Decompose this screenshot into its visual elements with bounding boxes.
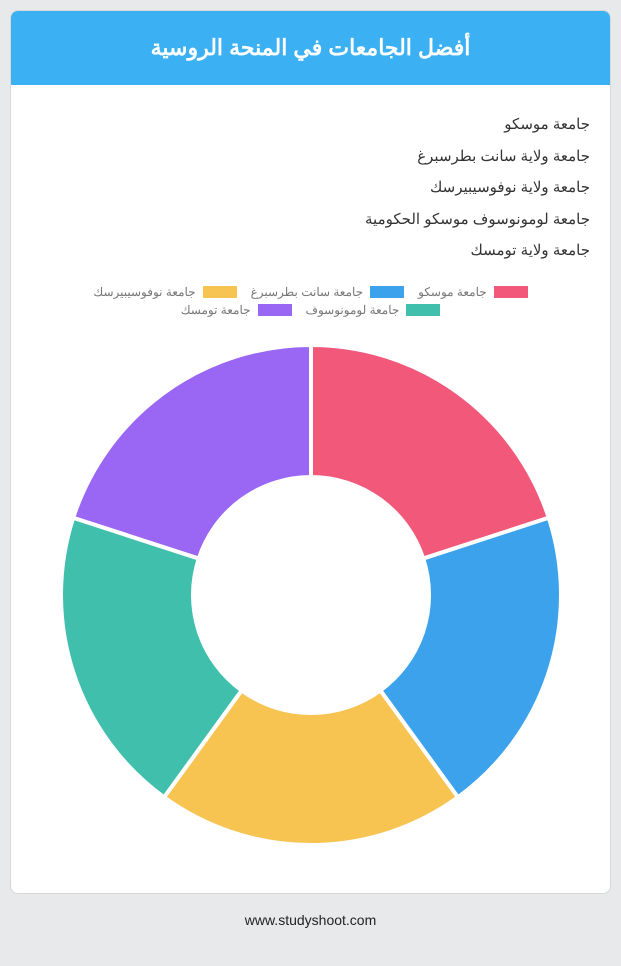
legend-entry[interactable]: جامعة لومونوسوف xyxy=(306,303,441,317)
donut-slice[interactable] xyxy=(73,345,311,559)
legend-swatch xyxy=(203,286,237,298)
card-title: أفضل الجامعات في المنحة الروسية xyxy=(151,35,471,60)
legend-label: جامعة نوفوسيبيرسك xyxy=(93,285,195,299)
card-header: أفضل الجامعات في المنحة الروسية xyxy=(11,11,610,85)
legend-entry[interactable]: جامعة تومسك xyxy=(181,303,292,317)
legend-swatch xyxy=(370,286,404,298)
footer-text: www.studyshoot.com xyxy=(245,912,377,928)
list-item: جامعة ولاية سانت بطرسبرغ xyxy=(31,141,590,173)
legend-swatch xyxy=(258,304,292,316)
legend-label: جامعة تومسك xyxy=(181,303,251,317)
footer-credit: www.studyshoot.com xyxy=(10,894,611,932)
donut-chart xyxy=(31,325,590,881)
list-item: جامعة لومونوسوف موسكو الحكومية xyxy=(31,204,590,236)
list-item: جامعة ولاية نوفوسيبيرسك xyxy=(31,172,590,204)
list-item: جامعة ولاية تومسك xyxy=(31,235,590,267)
list-item: جامعة موسكو xyxy=(31,109,590,141)
card-body: جامعة موسكو جامعة ولاية سانت بطرسبرغ جام… xyxy=(11,85,610,893)
chart-legend: جامعة موسكو جامعة سانت بطرسبرغ جامعة نوفوس… xyxy=(31,285,590,317)
legend-label: جامعة موسكو xyxy=(418,285,487,299)
legend-entry[interactable]: جامعة موسكو xyxy=(418,285,528,299)
donut-slice[interactable] xyxy=(311,345,549,559)
legend-swatch xyxy=(406,304,440,316)
legend-label: جامعة لومونوسوف xyxy=(306,303,400,317)
universities-list: جامعة موسكو جامعة ولاية سانت بطرسبرغ جام… xyxy=(31,109,590,267)
card: أفضل الجامعات في المنحة الروسية جامعة مو… xyxy=(10,10,611,894)
legend-entry[interactable]: جامعة نوفوسيبيرسك xyxy=(93,285,236,299)
legend-swatch xyxy=(494,286,528,298)
legend-entry[interactable]: جامعة سانت بطرسبرغ xyxy=(251,285,405,299)
legend-label: جامعة سانت بطرسبرغ xyxy=(251,285,364,299)
